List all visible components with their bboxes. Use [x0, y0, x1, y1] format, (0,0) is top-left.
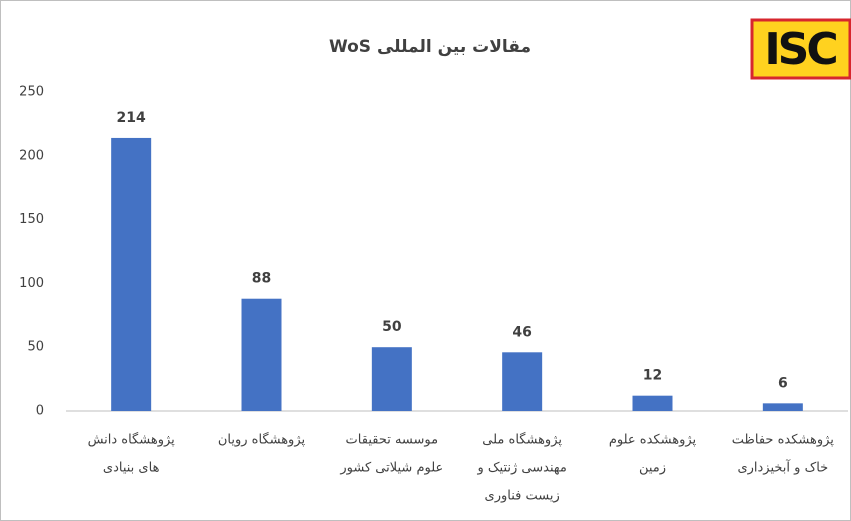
bar	[241, 298, 282, 411]
chart-title: مقالات بین المللی WoS	[329, 37, 531, 57]
data-label: 50	[382, 319, 402, 335]
x-tick-label: خاک و آبخیزداری	[737, 459, 828, 476]
x-tick-label: علوم شیلاتی کشور	[339, 461, 443, 476]
y-tick-label: 50	[27, 340, 44, 355]
bar	[111, 137, 152, 411]
y-tick-label: 250	[19, 85, 44, 100]
x-tick-label: های بنیادی	[103, 461, 160, 476]
y-tick-label: 200	[19, 148, 44, 163]
y-tick-label: 150	[19, 212, 44, 227]
logo-box	[750, 18, 851, 80]
y-tick-label: 0	[36, 404, 44, 419]
x-tick-label: پژوهشکده حفاظت	[732, 433, 835, 448]
x-tick-label: موسسه تحقیقات	[346, 433, 439, 448]
bar	[632, 395, 673, 411]
data-label: 214	[117, 110, 146, 126]
x-tick-label: پژوهشگاه دانش	[88, 432, 176, 448]
y-tick-label: 100	[19, 276, 44, 291]
data-label: 6	[778, 375, 788, 391]
bar	[371, 347, 412, 411]
data-label: 88	[252, 271, 271, 287]
x-tick-label: زمین	[639, 461, 666, 476]
data-label: 12	[643, 368, 662, 384]
x-tick-label: پژوهشگاه ملی	[482, 432, 562, 448]
x-tick-label: پژوهشگاه رویان	[218, 432, 306, 448]
data-label: 46	[512, 324, 531, 340]
x-tick-label: زیست فناوری	[485, 489, 560, 504]
logo: ISC	[764, 24, 836, 75]
x-tick-label: پژوهشکده علوم	[609, 433, 697, 448]
x-tick-label: مهندسی ژنتیک و	[476, 461, 566, 476]
bar	[502, 352, 543, 411]
bar	[762, 403, 803, 411]
